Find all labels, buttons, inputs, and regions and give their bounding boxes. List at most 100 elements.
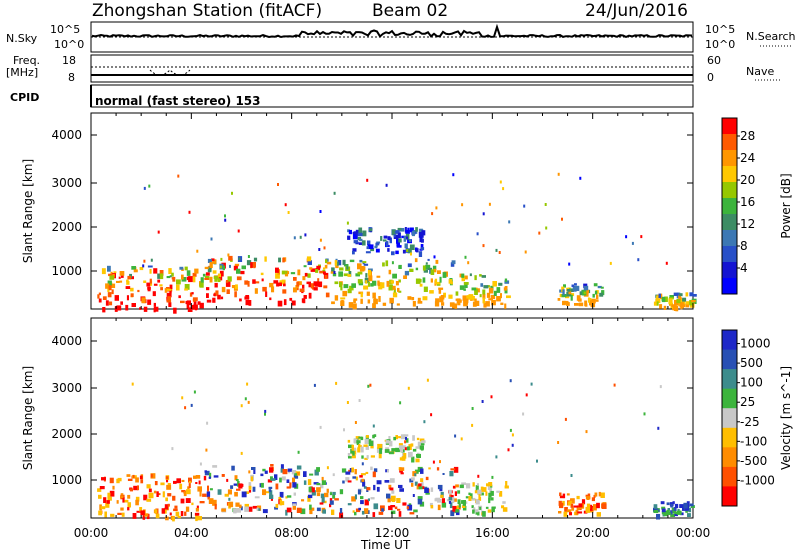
data-cell (429, 290, 434, 294)
data-cell (111, 289, 114, 295)
data-cell (313, 482, 319, 485)
data-cell (568, 290, 572, 295)
x-tick-label: 00:00 (676, 526, 711, 540)
data-cell (464, 282, 468, 288)
data-cell (402, 249, 406, 254)
data-cell (472, 482, 475, 487)
data-cell (155, 513, 160, 519)
data-cell (157, 493, 161, 496)
sparse-point (319, 238, 322, 242)
data-cell (299, 288, 305, 292)
data-cell (678, 294, 682, 301)
data-cell (245, 299, 250, 306)
data-cell (219, 270, 224, 277)
data-cell (221, 508, 226, 512)
data-cell (430, 487, 434, 492)
data-cell (166, 484, 172, 490)
sparse-point (414, 473, 417, 477)
data-cell (687, 513, 691, 517)
data-cell (438, 287, 442, 294)
data-cell (269, 282, 274, 288)
data-cell (199, 302, 204, 309)
data-cell (653, 301, 658, 306)
colorbar-tick-label: 16 (740, 195, 755, 209)
sparse-point (247, 400, 250, 404)
data-cell (166, 479, 169, 483)
sparse-point (206, 421, 209, 425)
data-cell (481, 487, 487, 492)
data-cell (441, 302, 445, 306)
data-cell (297, 269, 301, 276)
data-cell (199, 491, 202, 497)
data-cell (337, 260, 342, 266)
data-cell (370, 283, 374, 287)
data-cell (381, 508, 384, 512)
data-cell (120, 274, 124, 278)
data-cell (469, 273, 472, 277)
data-cell (314, 469, 319, 476)
data-cell (480, 486, 484, 490)
data-cell (207, 258, 212, 263)
nsearch-tick-bottom: 10^0 (705, 38, 736, 51)
data-cell (365, 471, 369, 474)
data-cell (583, 283, 588, 288)
data-cell (149, 278, 152, 284)
data-cell (486, 483, 489, 487)
data-cell (562, 500, 565, 506)
sparse-point (432, 460, 435, 464)
data-cell (585, 494, 590, 497)
data-cell (462, 500, 466, 506)
data-cell (104, 511, 107, 518)
data-cell (119, 280, 123, 283)
sparse-point (482, 212, 485, 216)
data-cell (448, 489, 452, 495)
data-cell (358, 507, 361, 511)
y-tick-label: 3000 (51, 381, 82, 395)
data-cell (398, 238, 402, 243)
data-cell (450, 468, 456, 471)
data-cell (437, 504, 441, 511)
data-cell (396, 242, 400, 247)
data-cell (407, 504, 413, 511)
data-cell (504, 303, 507, 309)
sparse-point (625, 235, 628, 239)
data-cell (347, 503, 352, 506)
data-cell (365, 445, 369, 450)
data-cell (449, 471, 454, 477)
data-cell (215, 290, 219, 296)
sparse-point (293, 236, 296, 240)
data-cell (367, 269, 371, 276)
data-cell (264, 470, 268, 474)
data-cell (475, 485, 479, 491)
data-cell (674, 503, 679, 509)
data-cell (359, 238, 363, 242)
data-cell (120, 301, 123, 305)
data-cell (366, 246, 369, 250)
data-cell (429, 268, 432, 274)
data-cell (399, 469, 403, 473)
sparse-point (237, 229, 240, 233)
data-cell (181, 274, 184, 280)
data-cell (440, 494, 444, 498)
data-cell (658, 293, 661, 298)
power-panel: 4000 3000 2000 1000 Slant Range [km] 28 24 20 16… (21, 112, 793, 314)
colorbar-swatch (722, 166, 737, 183)
data-cell (488, 298, 493, 301)
data-cell (559, 495, 565, 499)
data-cell (435, 259, 439, 264)
data-cell (422, 296, 428, 301)
data-cell (462, 295, 467, 301)
data-cell (209, 267, 212, 272)
data-cell (139, 307, 142, 310)
data-cell (339, 267, 344, 271)
data-cell (316, 265, 321, 269)
data-cell (435, 298, 440, 302)
data-cell (473, 507, 476, 511)
data-cell (286, 486, 291, 489)
data-cell (448, 294, 453, 299)
data-cell (661, 506, 666, 510)
data-cell (412, 435, 415, 441)
data-cell (271, 478, 276, 481)
data-cell (161, 508, 165, 514)
data-cell (277, 300, 283, 307)
